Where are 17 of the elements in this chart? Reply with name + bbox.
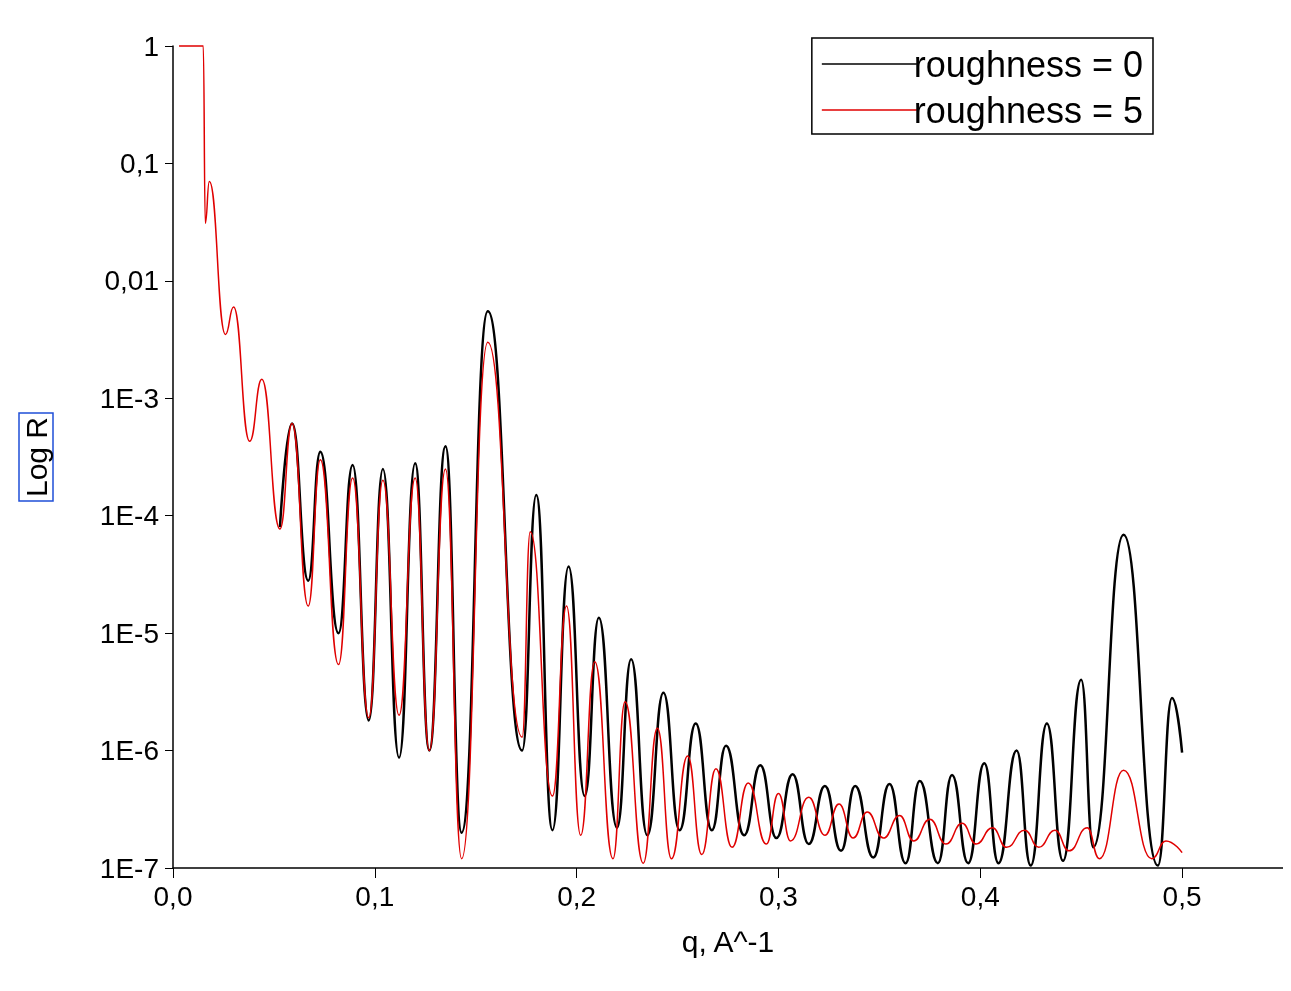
line-series: [178, 45, 1183, 864]
x-tick-label: 0,5: [1162, 880, 1202, 912]
y-tick-label: 1E-4: [99, 500, 159, 532]
legend-label: roughness = 0: [913, 43, 1144, 85]
x-axis-title: q, A^-1: [681, 924, 775, 958]
y-tick-label: 1E-5: [99, 617, 159, 649]
y-axis-title: Log R: [19, 416, 53, 498]
y-tick-label: 1: [143, 30, 159, 62]
y-tick-label: 1E-3: [99, 382, 159, 414]
legend-label: roughness = 5: [913, 89, 1144, 131]
x-tick-label: 0,2: [557, 880, 597, 912]
y-tick-label: 0,1: [120, 147, 159, 179]
x-tick-label: 0,3: [758, 880, 798, 912]
x-tick-label: 0,4: [960, 880, 1000, 912]
x-tick-label: 0,1: [355, 880, 395, 912]
y-tick-label: 1E-6: [99, 735, 159, 767]
y-tick-label: 0,01: [104, 265, 159, 297]
